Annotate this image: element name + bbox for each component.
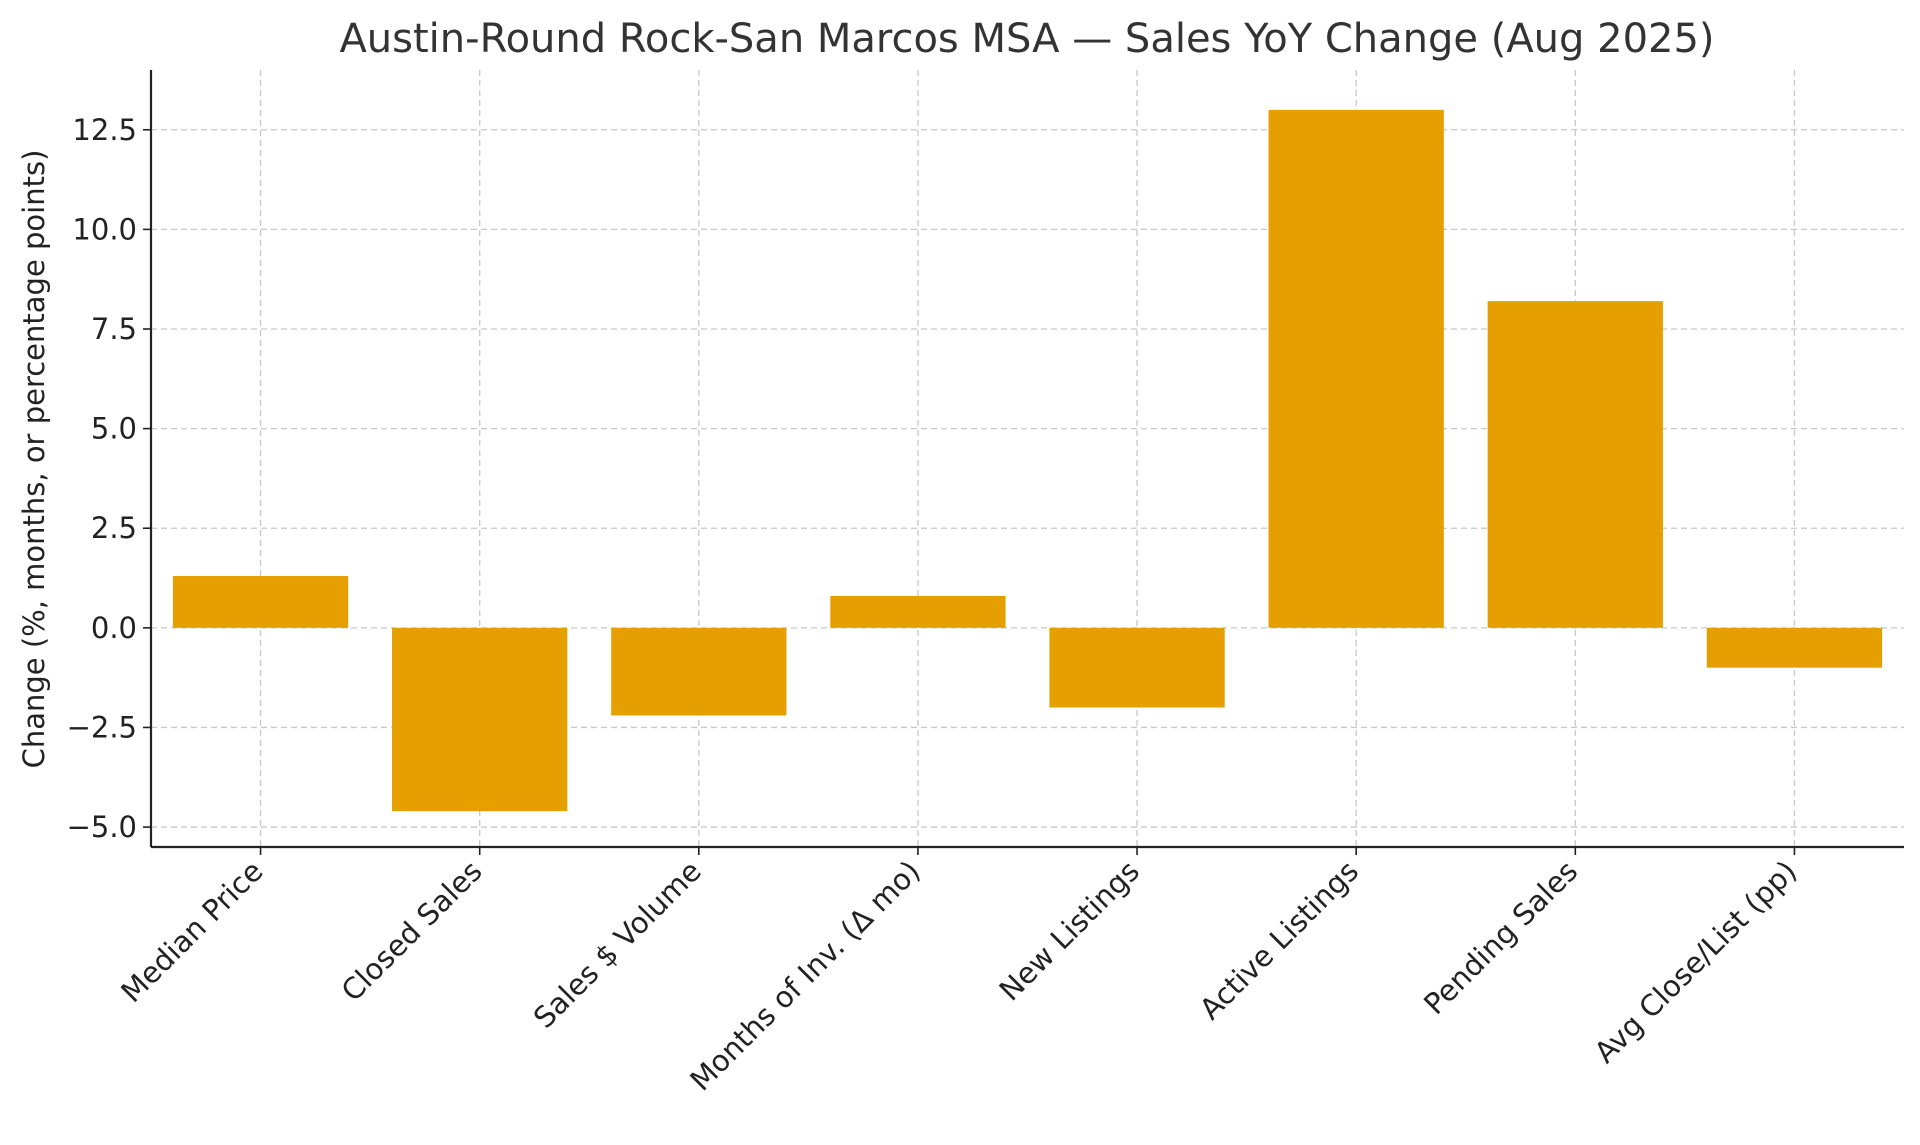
- bar: [611, 627, 787, 716]
- y-tick-label: 7.5: [91, 312, 137, 346]
- y-axis-label: Change (%, months, or percentage points): [17, 150, 51, 769]
- x-tick-label: Closed Sales: [335, 854, 489, 1008]
- bar: [172, 576, 349, 628]
- y-tick-label: 10.0: [72, 212, 137, 246]
- x-tick-label: Avg Close/List (pp): [1588, 854, 1804, 1070]
- y-tick-label: −5.0: [67, 810, 137, 844]
- y-tick-labels: −5.0 −2.5 0.0 2.5 5.0 7.5 10.0 12.5: [67, 113, 137, 844]
- x-tick-label: Active Listings: [1193, 854, 1365, 1026]
- x-tick-label: Months of Inv. (Δ mo): [683, 854, 926, 1097]
- x-tick-label: Median Price: [114, 854, 269, 1009]
- y-tick-label: 0.0: [91, 611, 137, 645]
- y-tick-label: 2.5: [91, 511, 137, 545]
- bar: [830, 595, 1006, 628]
- y-tick-label: −2.5: [67, 710, 137, 744]
- axes: [143, 70, 1904, 855]
- bar: [1706, 627, 1883, 668]
- bar: [1487, 301, 1663, 628]
- x-tick-label: Pending Sales: [1417, 854, 1584, 1021]
- x-tick-label: New Listings: [992, 854, 1146, 1008]
- y-tick-label: 5.0: [91, 412, 137, 446]
- bar: [1268, 109, 1444, 628]
- bar: [1049, 627, 1225, 708]
- x-tick-labels: Median Price Closed Sales Sales $ VolumeMo…: [114, 854, 1803, 1097]
- y-tick-label: 12.5: [72, 113, 137, 147]
- chart-title: Austin-Round Rock-San Marcos MSA — Sales…: [339, 16, 1714, 62]
- bar: [392, 627, 568, 812]
- x-tick-label: Sales $ Volume: [527, 854, 708, 1035]
- bars: [172, 109, 1883, 812]
